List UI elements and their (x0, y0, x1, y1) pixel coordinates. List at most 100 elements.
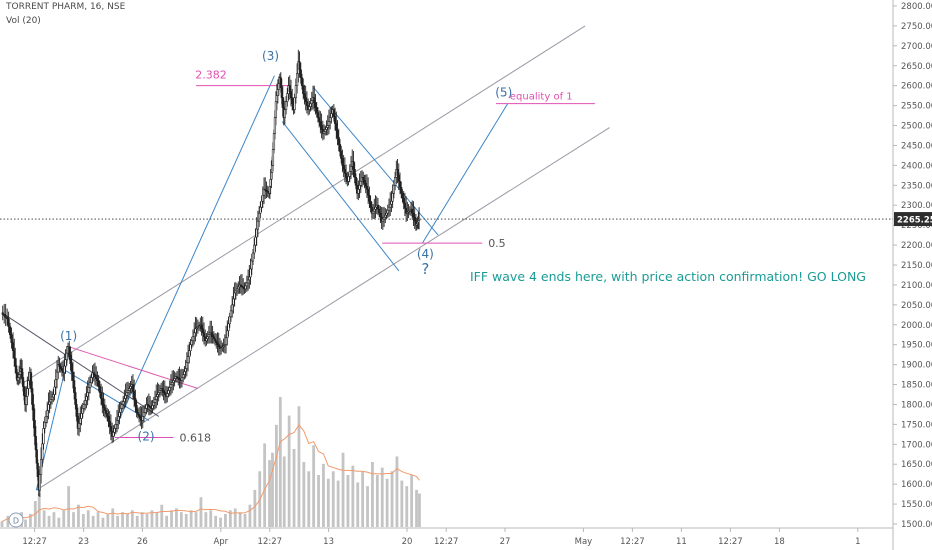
candle-body (342, 165, 345, 170)
candle-body (29, 372, 33, 389)
candle-body (47, 404, 50, 411)
candle-body (63, 365, 66, 373)
candle-body (345, 173, 348, 178)
volume-bar (116, 515, 120, 527)
volume-bar (331, 471, 335, 527)
candle-body (227, 323, 230, 332)
candle-body (255, 228, 258, 238)
candle-body (114, 424, 117, 429)
wave-label: (3) (262, 49, 279, 63)
dividend-badge-icon (8, 512, 24, 528)
candle-body (69, 354, 72, 364)
candle-body (369, 200, 372, 208)
candle-body (27, 380, 30, 389)
candle-body (302, 85, 305, 94)
volume-bar (380, 467, 384, 527)
fib-level-label: 2.382 (195, 69, 227, 82)
price-tick-label: 2250.00 (901, 221, 932, 231)
trendline-triangle-upper (68, 346, 199, 390)
volume-bar (415, 489, 418, 527)
candle-body (329, 117, 332, 122)
candle-body (330, 113, 333, 118)
price-tick-label: 1550.00 (901, 500, 932, 510)
candle-body (412, 212, 415, 218)
candle-body (51, 396, 54, 400)
candle-body (191, 336, 195, 342)
candle-body (122, 401, 125, 405)
candle-body (75, 404, 78, 417)
candle-body (71, 371, 75, 381)
volume-bar (341, 452, 345, 527)
time-axis[interactable]: 12:27 23 26 Apr 12:27 13 20 12:27 27 May 12:27 11 12… (22, 528, 861, 547)
candle-body (343, 169, 346, 174)
volume-bar (418, 493, 421, 527)
candle-body (155, 396, 158, 400)
time-tick-label: 13 (323, 537, 334, 547)
candle-body (250, 260, 253, 270)
wave-label: (2) (138, 429, 155, 443)
candle-body (379, 212, 382, 218)
candle-body (135, 405, 138, 413)
candle-body (88, 382, 92, 388)
candle-body (403, 202, 407, 209)
volume-bar (253, 489, 257, 527)
time-tick-label: 23 (78, 537, 89, 547)
candle-body (316, 112, 320, 118)
candle-body (123, 398, 126, 402)
last-price-marker: 2265.25 (0, 212, 932, 227)
candle-body (341, 158, 344, 166)
candle-body (153, 399, 157, 403)
volume-bar (275, 424, 278, 527)
candle-body (231, 304, 234, 312)
time-tick-label: 27 (500, 537, 511, 547)
candle-body (305, 101, 309, 106)
candle-body (117, 416, 120, 421)
wave-labels[interactable]: 2.382 0.618 0.5 equality of 1 (1) (2) (3) (4)? (… (8, 49, 866, 528)
price-tick-label: 1500.00 (901, 520, 932, 530)
candle-body (38, 474, 41, 491)
volume-bar (302, 462, 306, 527)
candle-body (320, 125, 323, 130)
candle-body (54, 379, 57, 388)
candle-body (106, 413, 109, 417)
candle-body (11, 342, 15, 351)
candle-body (318, 117, 321, 122)
volume-bar (86, 510, 90, 527)
candle-body (185, 362, 188, 369)
price-tick-label: 2300.00 (901, 201, 932, 211)
candle-body (25, 396, 28, 405)
volume-bar (130, 510, 134, 527)
volume-bar (410, 475, 414, 527)
candle-body (101, 398, 104, 405)
candle-body (354, 177, 358, 186)
volume-bar (29, 514, 32, 527)
candle-body (131, 384, 135, 392)
candle-body (253, 244, 256, 254)
candle-body (300, 77, 304, 86)
volume-bar (390, 471, 394, 527)
candle-body (48, 401, 51, 405)
volume-bar (307, 471, 311, 527)
time-tick-label: 12:27 (22, 537, 47, 547)
candle-body (378, 208, 381, 214)
volume-bar (317, 475, 320, 527)
candle-body (394, 177, 397, 186)
candle-body (168, 387, 171, 391)
candle-body (392, 184, 395, 194)
candle-body (6, 316, 9, 320)
candle-body (77, 423, 81, 429)
volume-bar (145, 514, 149, 527)
candle-body (68, 346, 71, 356)
volume-moving-average (1, 423, 420, 522)
candle-body (340, 151, 343, 159)
candle-body (291, 97, 294, 104)
price-candles (1, 49, 421, 497)
candle-body (104, 410, 108, 414)
candle-body (283, 109, 286, 118)
candle-body (363, 180, 366, 184)
candle-body (151, 405, 154, 409)
volume-bar (135, 515, 139, 527)
candle-body (53, 386, 56, 395)
volume-bar (361, 471, 365, 527)
